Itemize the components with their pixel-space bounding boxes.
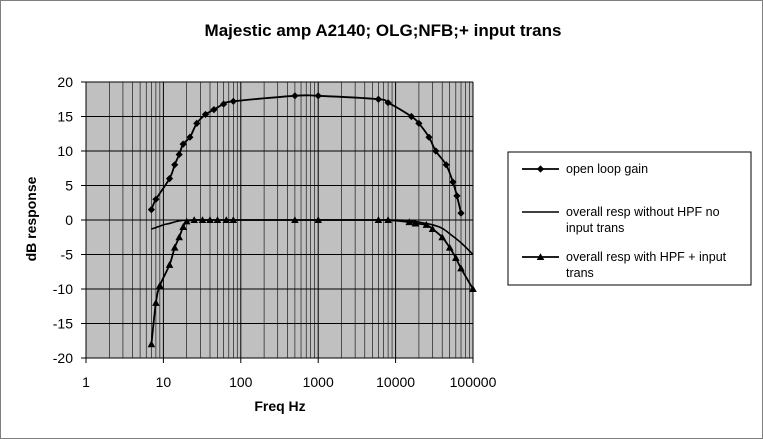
data-point <box>415 119 423 127</box>
data-point <box>171 161 179 169</box>
data-point <box>438 233 446 241</box>
data-point <box>206 216 214 224</box>
data-point <box>428 225 437 233</box>
data-point <box>374 216 383 224</box>
data-point <box>314 216 322 224</box>
legend-box <box>507 151 752 286</box>
data-point <box>222 216 231 224</box>
legend-label: open loop gain <box>566 162 648 176</box>
data-point <box>179 223 187 230</box>
data-point <box>165 261 174 268</box>
axes <box>81 81 474 363</box>
data-point <box>457 209 465 217</box>
legend-entry-3: overall resp with HPF + input trans <box>522 250 727 280</box>
data-point <box>229 97 237 105</box>
y-tick-label: 10 <box>57 143 73 159</box>
data-point <box>405 218 414 226</box>
data-point <box>422 221 431 228</box>
legend-label: input trans <box>566 221 624 235</box>
data-point <box>198 216 207 224</box>
data-point <box>384 99 392 107</box>
data-point <box>179 140 187 148</box>
data-point <box>407 112 415 121</box>
legend-label: overall resp without HPF no <box>566 205 720 219</box>
y-tick-label: -10 <box>53 281 73 297</box>
data-point <box>152 195 160 203</box>
legend-marker <box>536 165 545 173</box>
data-point <box>469 285 477 293</box>
x-tick-label: 10000 <box>376 374 415 390</box>
data-point <box>220 100 228 108</box>
data-point <box>445 243 454 251</box>
y-tick-label: 15 <box>57 109 73 125</box>
data-point <box>453 192 461 200</box>
data-point <box>291 92 299 100</box>
data-point <box>210 106 218 114</box>
data-point <box>291 216 299 224</box>
y-tick-label: 5 <box>65 178 73 194</box>
data-point <box>411 219 420 227</box>
data-point <box>432 147 440 155</box>
data-point <box>165 175 174 183</box>
data-point <box>213 216 222 224</box>
x-tick-label: 10 <box>156 374 172 390</box>
data-point <box>156 281 164 289</box>
data-point <box>182 217 191 225</box>
y-tick-label: 20 <box>57 74 73 90</box>
legend-label: overall resp with HPF + input <box>566 250 727 264</box>
data-point <box>175 233 183 241</box>
x-axis-title: Freq Hz <box>254 398 305 414</box>
data-point <box>170 243 179 251</box>
data-point <box>229 216 238 224</box>
y-tick-label: 0 <box>65 212 73 228</box>
series-group <box>147 92 477 348</box>
legend: open loop gain overall resp without HPF n… <box>507 151 752 286</box>
legend-label: trans <box>566 266 594 280</box>
data-point <box>152 299 160 306</box>
y-tick-label: -15 <box>53 316 73 332</box>
data-point <box>425 133 433 141</box>
x-tick-label: 1 <box>82 374 90 390</box>
data-point <box>457 264 465 272</box>
y-axis-title: dB response <box>23 176 39 261</box>
chart-title: Majestic amp A2140; OLG;NFB;+ input tran… <box>205 21 562 40</box>
y-tick-label: -20 <box>53 350 73 366</box>
data-point <box>442 161 450 169</box>
data-point <box>452 254 460 261</box>
series-3 <box>147 216 477 348</box>
data-point <box>314 92 322 100</box>
gridlines <box>86 81 474 358</box>
data-point <box>147 206 156 214</box>
y-tick-label: -5 <box>61 247 74 263</box>
data-point <box>193 119 201 127</box>
legend-marker <box>536 253 545 261</box>
data-point <box>374 95 383 103</box>
x-tick-label: 1000 <box>303 374 334 390</box>
legend-entry-1: open loop gain <box>522 162 648 176</box>
series-1 <box>147 92 465 217</box>
data-point <box>190 216 199 224</box>
data-point <box>186 133 194 141</box>
x-tick-label: 100000 <box>450 374 497 390</box>
data-point <box>147 340 156 348</box>
data-point <box>201 110 210 119</box>
tick-labels: -20 -15 -10 -5 0 5 10 15 20 1 10 100 1000 10000 100000 <box>53 74 497 390</box>
x-tick-label: 100 <box>229 374 253 390</box>
data-point <box>384 216 392 224</box>
data-point <box>449 178 457 186</box>
data-point <box>175 150 183 159</box>
legend-entry-2: overall resp without HPF no input trans <box>522 205 720 235</box>
